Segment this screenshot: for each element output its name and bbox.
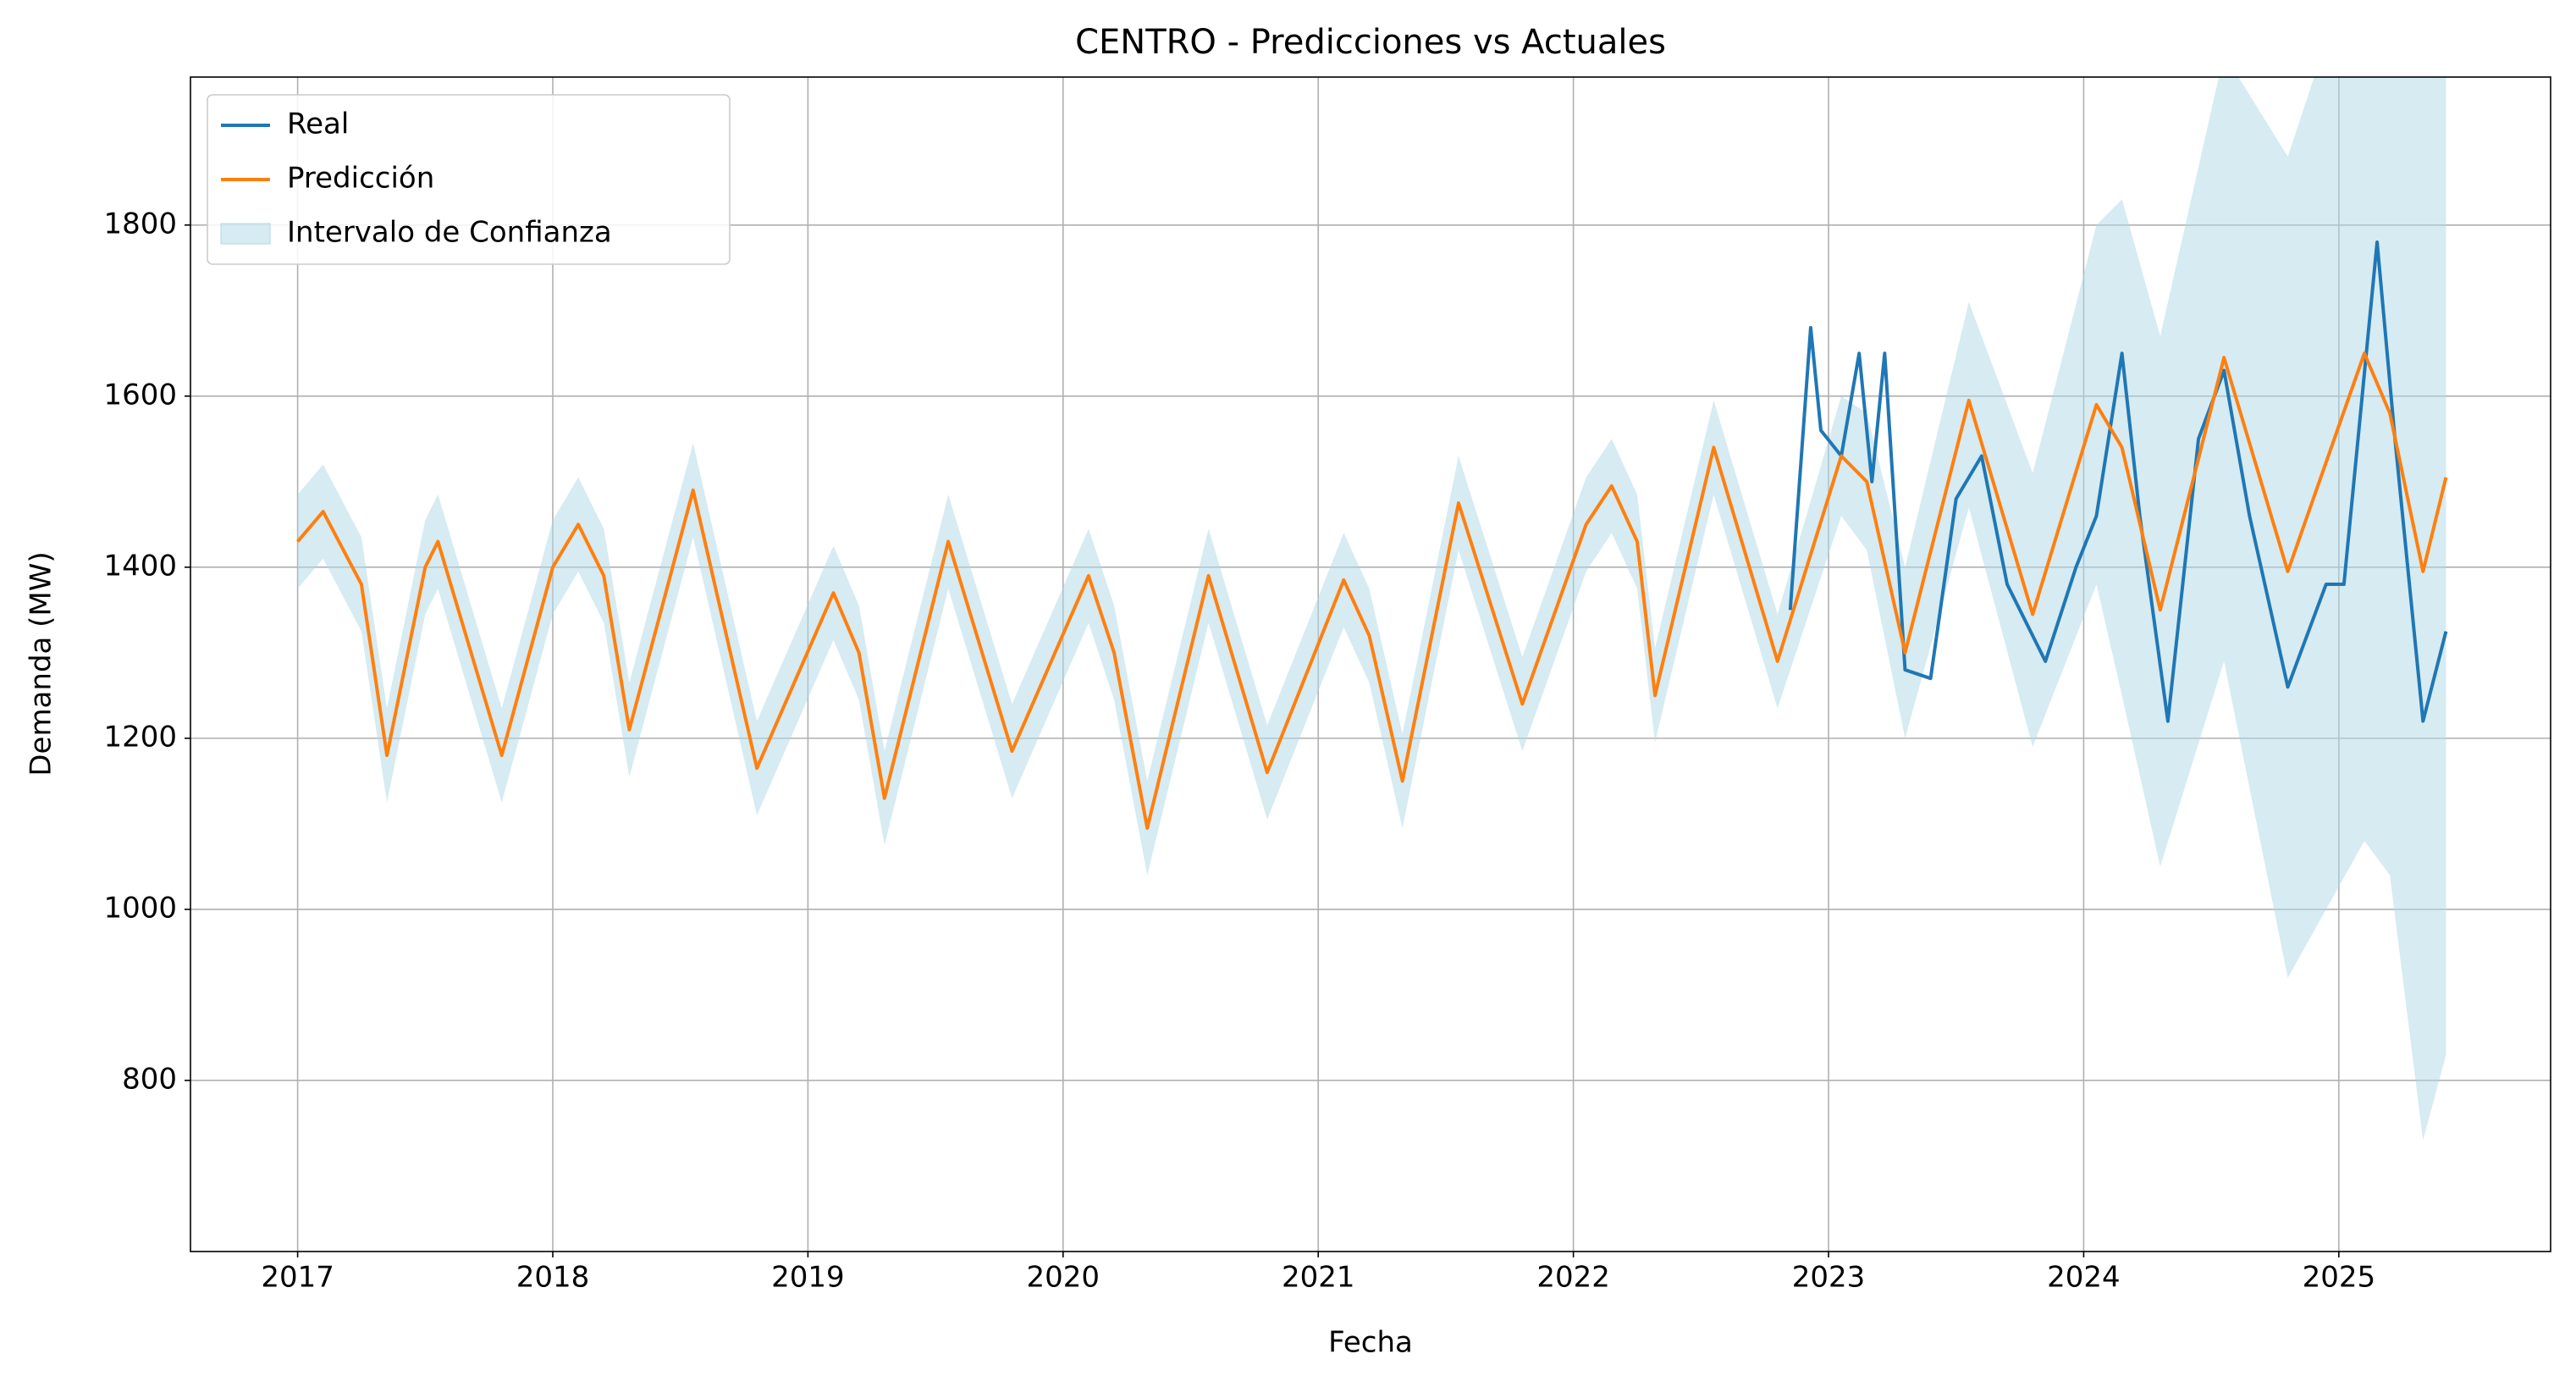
y-tick-label: 1600	[103, 378, 177, 412]
x-axis-label: Fecha	[1328, 1326, 1413, 1360]
x-tick-label: 2024	[2047, 1261, 2121, 1295]
x-tick-label: 2022	[1536, 1261, 1610, 1295]
y-tick-label: 1400	[103, 549, 177, 583]
axes-frame	[190, 76, 2551, 1252]
y-tick-label: 1000	[103, 891, 177, 925]
x-tick-label: 2023	[1792, 1261, 1866, 1295]
x-tick-label: 2020	[1027, 1261, 1100, 1295]
legend-label: Real	[287, 108, 349, 141]
y-tick-label: 1200	[103, 720, 177, 754]
legend-label: Intervalo de Confianza	[287, 216, 612, 250]
chart-title: CENTRO - Predicciones vs Actuales	[1075, 23, 1666, 62]
y-tick-label: 800	[122, 1062, 177, 1096]
series-line	[1788, 240, 2448, 723]
series-line	[296, 351, 2448, 830]
x-tick-label: 2025	[2303, 1261, 2376, 1295]
x-tick-label: 2018	[516, 1261, 590, 1295]
y-tick-label: 1800	[103, 207, 177, 240]
x-tick-label: 2019	[771, 1261, 845, 1295]
legend-swatch	[220, 223, 271, 245]
y-axis-label: Demanda (MW)	[25, 551, 58, 776]
legend-label: Predicción	[287, 162, 434, 196]
legend: Real Predicción Intervalo de Confianza	[207, 94, 731, 265]
x-tick-label: 2017	[261, 1261, 334, 1295]
plot-area	[296, 77, 2448, 1141]
legend-frame	[207, 94, 731, 265]
x-tick-label: 2021	[1282, 1261, 1355, 1295]
confidence-band	[297, 77, 2446, 1141]
